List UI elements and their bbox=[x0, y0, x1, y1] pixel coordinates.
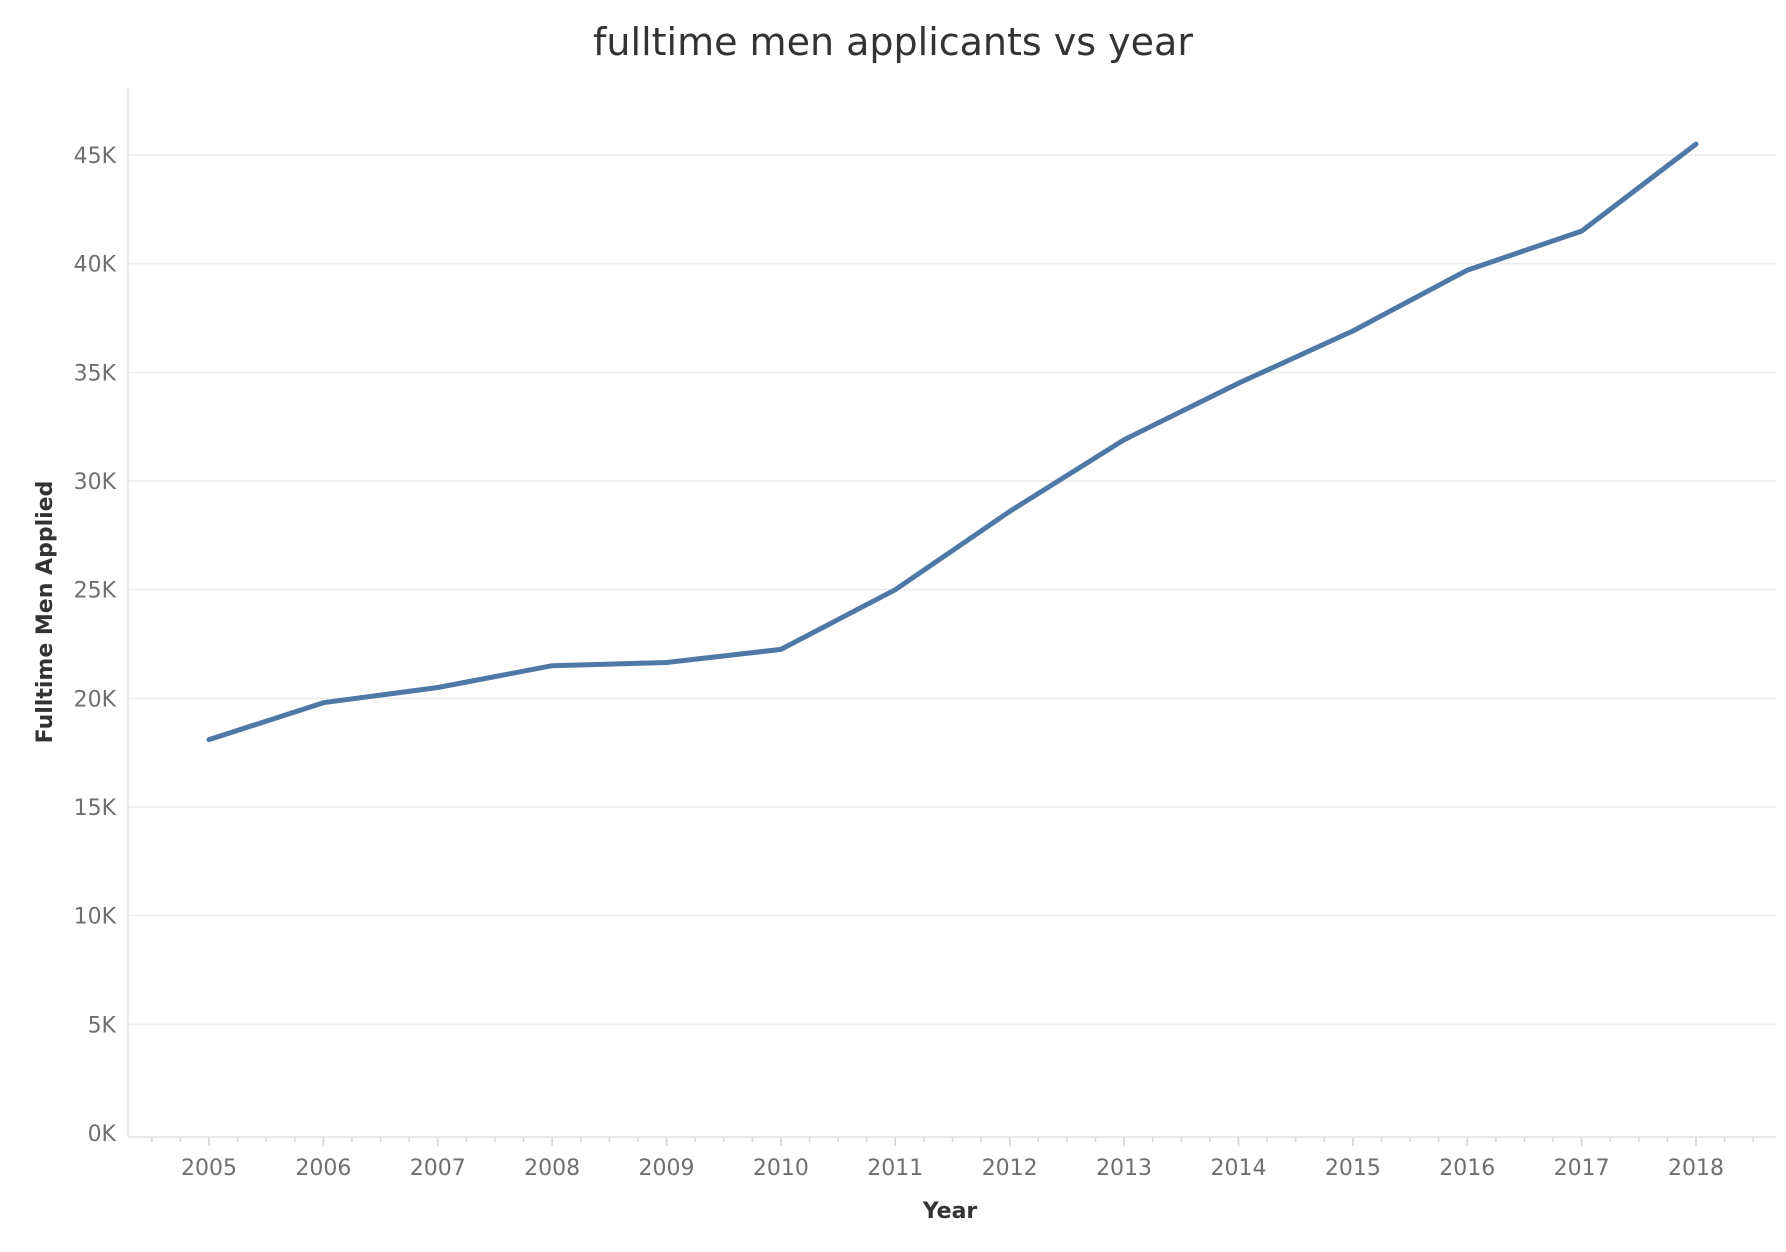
gridlines bbox=[128, 154, 1776, 1026]
x-tick-label-2011: 2011 bbox=[867, 1156, 923, 1181]
x-tick-label-2015: 2015 bbox=[1325, 1156, 1381, 1181]
x-tick-label-2010: 2010 bbox=[753, 1156, 809, 1181]
x-tick-label-2012: 2012 bbox=[982, 1156, 1038, 1181]
y-axis-title: Fulltime Men Applied bbox=[33, 481, 58, 744]
y-tick-label-10k: 10K bbox=[74, 905, 117, 930]
series-line-0 bbox=[206, 141, 1699, 743]
x-tick-label-2014: 2014 bbox=[1210, 1156, 1266, 1181]
x-tick-label-2006: 2006 bbox=[295, 1156, 351, 1181]
y-tick-label-35k: 35K bbox=[74, 361, 117, 386]
x-tick-label-2017: 2017 bbox=[1554, 1156, 1610, 1181]
y-tick-label-15k: 15K bbox=[74, 796, 117, 821]
axes bbox=[127, 88, 1776, 1146]
series-lines bbox=[206, 141, 1699, 743]
x-tick-label-2013: 2013 bbox=[1096, 1156, 1152, 1181]
x-axis-tick-labels: 2005 2006 2007 2008 2009 2010 2011 2012 2013 2014… bbox=[181, 1156, 1724, 1181]
chart-title: fulltime men applicants vs year bbox=[593, 20, 1193, 64]
x-tick-label-2007: 2007 bbox=[410, 1156, 466, 1181]
x-tick-label-2009: 2009 bbox=[639, 1156, 695, 1181]
y-tick-label-40k: 40K bbox=[74, 253, 117, 278]
x-tick-label-2008: 2008 bbox=[524, 1156, 580, 1181]
x-tick-label-2016: 2016 bbox=[1439, 1156, 1495, 1181]
y-tick-label-0k: 0K bbox=[88, 1122, 117, 1147]
x-axis-title: Year bbox=[922, 1199, 978, 1224]
x-tick-label-2018: 2018 bbox=[1668, 1156, 1724, 1181]
y-axis-tick-labels: 0K 5K 10K 15K 20K 25K 30K 35K 40K 45K bbox=[74, 144, 117, 1147]
y-tick-label-5k: 5K bbox=[88, 1013, 117, 1038]
x-tick-label-2005: 2005 bbox=[181, 1156, 237, 1181]
y-tick-label-45k: 45K bbox=[74, 144, 117, 169]
y-tick-label-20k: 20K bbox=[74, 687, 117, 712]
y-tick-label-30k: 30K bbox=[74, 470, 117, 495]
y-tick-label-25k: 25K bbox=[74, 579, 117, 604]
